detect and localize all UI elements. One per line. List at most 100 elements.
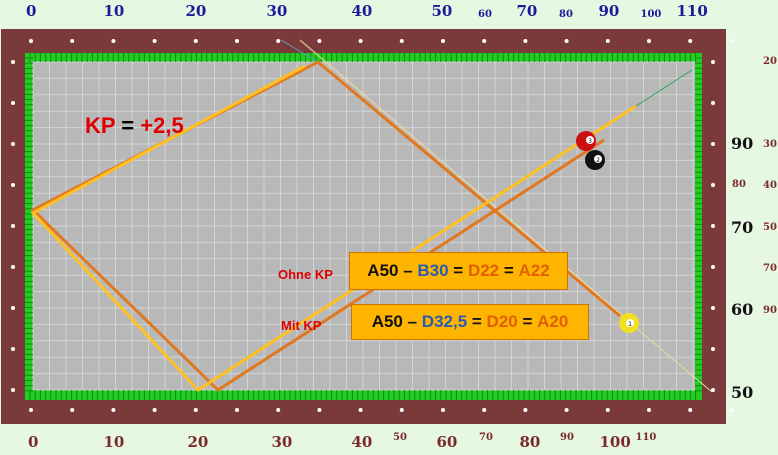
diamond-marker [711, 265, 715, 269]
diamond-marker [317, 39, 322, 43]
right-scale-label-small: 70 [763, 263, 777, 274]
formula-ohne-sep: – [398, 261, 418, 280]
diamond-marker [11, 224, 15, 228]
diamond-marker [729, 39, 734, 43]
cloth-grid [32, 61, 695, 391]
right-scale-label-small: 40 [763, 180, 777, 191]
formula-mit-d: D20 [486, 312, 518, 331]
formula-ohne-b: B30 [417, 261, 449, 280]
right-scale-label: 70 [731, 218, 754, 237]
diamond-marker [564, 408, 569, 412]
diamond-marker [235, 408, 239, 412]
cushion-markings [25, 53, 702, 400]
diamond-marker [711, 224, 715, 228]
top-scale-label: 80 [559, 9, 573, 20]
diamond-marker [711, 60, 715, 64]
bottom-scale-label: 10 [103, 433, 125, 451]
ball-black-number: 2 [596, 157, 600, 164]
diamond-marker [70, 39, 75, 43]
ball-red-number: 3 [588, 138, 592, 145]
top-scale-label: 110 [676, 2, 708, 20]
diamond-marker [647, 408, 651, 412]
target-guide-line [632, 69, 693, 109]
diamond-marker [358, 408, 363, 412]
bottom-scale-label: 90 [560, 432, 574, 443]
kp-value: +2,5 [140, 113, 184, 138]
ohne-kp-label: Ohne KP [278, 267, 333, 282]
ball-yellow-number: 1 [628, 321, 632, 328]
diamond-marker [711, 183, 715, 187]
diamond-marker [688, 408, 693, 412]
diamond-marker [11, 306, 15, 310]
bottom-scale-label: 50 [393, 432, 407, 443]
formula-mit-result: A20 [537, 312, 569, 331]
diamond-marker [688, 39, 693, 43]
diamond-marker [441, 39, 445, 43]
right-scale-label: 50 [731, 383, 754, 402]
diamond-marker [523, 39, 528, 43]
top-scale-label: 0 [26, 2, 37, 20]
diamond-marker [399, 408, 404, 412]
right-scale-label-small: 20 [763, 56, 777, 67]
diamond-marker [11, 347, 15, 351]
formula-ohne-eq2: = [499, 261, 519, 280]
top-scale-label: 90 [598, 2, 620, 20]
diamond-marker [276, 39, 281, 43]
formula-mit-b: D32,5 [421, 312, 468, 331]
diamond-marker [111, 39, 116, 43]
top-scale-label: 20 [185, 2, 207, 20]
right-scale-label-small: 50 [763, 222, 777, 233]
formula-ohne-a: A50 [367, 261, 399, 280]
right-scale-label-small: 30 [763, 139, 777, 150]
diamond-marker [564, 39, 569, 43]
diamond-marker [441, 408, 445, 412]
diamond-marker [317, 408, 322, 412]
bottom-scale-label: 70 [479, 432, 493, 443]
diamond-marker [358, 39, 363, 43]
diamond-marker [482, 408, 487, 412]
diamond-marker [11, 183, 15, 187]
formula-mit-a: A50 [371, 312, 403, 331]
top-scale-label: 60 [478, 9, 492, 20]
diamond-marker [711, 388, 715, 392]
formula-ohne-kp: A50 – B30 = D22 = A22 [349, 252, 568, 290]
cue-guide-line [280, 39, 319, 63]
bottom-scale-label: 100 [599, 433, 631, 451]
diamond-marker [523, 408, 528, 412]
diamond-marker [605, 408, 610, 412]
formula-mit-eq1: = [467, 312, 487, 331]
formula-ohne-eq1: = [448, 261, 468, 280]
diamond-marker [605, 39, 610, 43]
diamond-marker [11, 388, 15, 392]
formula-ohne-result: A22 [518, 261, 550, 280]
ball-yellow: 1 [619, 313, 639, 333]
right-scale-label-small: 80 [732, 179, 746, 190]
diamond-marker [399, 39, 404, 43]
right-scale-label-small: 90 [763, 305, 777, 316]
ball-red: 3 [576, 131, 596, 151]
bottom-scale-label: 40 [351, 433, 373, 451]
diamond-marker [152, 408, 157, 412]
diamond-marker [276, 408, 281, 412]
corner-guide-line [629, 322, 713, 393]
diamond-marker [235, 39, 239, 43]
ball-black: 2 [585, 150, 605, 170]
bottom-scale-label: 30 [271, 433, 293, 451]
top-scale-label: 50 [431, 2, 453, 20]
bottom-scale-label: 20 [187, 433, 209, 451]
diamond-marker [711, 101, 715, 105]
kp-equals: = [115, 113, 141, 138]
diamond-marker [193, 39, 198, 43]
diamond-marker [711, 306, 715, 310]
diamond-marker [70, 408, 75, 412]
diamond-marker [11, 101, 15, 105]
top-scale-label: 100 [640, 9, 662, 20]
formula-mit-sep: – [402, 312, 422, 331]
diamond-marker [711, 142, 715, 146]
diamond-marker [29, 39, 33, 43]
formula-ohne-d: D22 [467, 261, 500, 280]
top-scale-label: 70 [516, 2, 538, 20]
diamond-marker [29, 408, 33, 412]
path-mit-kp [30, 64, 637, 392]
